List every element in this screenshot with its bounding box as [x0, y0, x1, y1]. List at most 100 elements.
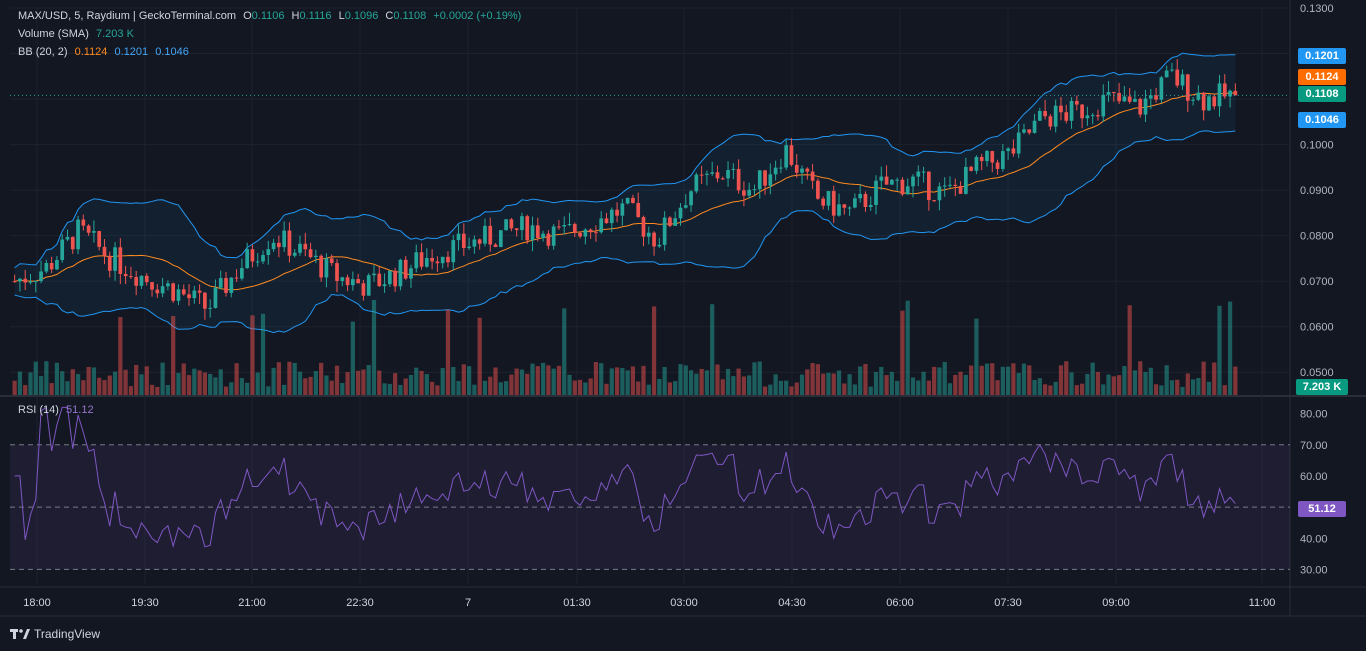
volume-bar: [213, 377, 218, 395]
candle-body: [525, 216, 530, 241]
candle-body: [181, 289, 186, 295]
candle-body: [324, 258, 329, 278]
volume-label: Volume (SMA): [18, 28, 89, 40]
candle-body: [779, 167, 783, 169]
candle-body: [398, 259, 403, 287]
rsi-axis-label: 30.00: [1300, 564, 1328, 576]
candle-body: [900, 179, 905, 195]
volume-bar: [710, 304, 715, 395]
candle-body: [155, 289, 160, 294]
candle-body: [171, 283, 176, 301]
volume-bar: [990, 363, 995, 395]
volume-bar: [979, 365, 984, 395]
candle-body: [250, 249, 255, 262]
bb-upper-line: [14, 52, 1236, 269]
volume-bar: [609, 368, 614, 395]
candle-body: [240, 268, 244, 279]
candle-body: [773, 167, 778, 175]
candle-body: [1122, 96, 1127, 102]
candle-body: [868, 204, 873, 208]
candle-body: [292, 252, 297, 256]
volume-bar: [1101, 384, 1106, 395]
ohlc-legend: MAX/USD, 5, Raydium | GeckoTerminal.com …: [18, 10, 525, 22]
candle-body: [1133, 98, 1137, 102]
rsi-line: [14, 406, 1236, 548]
candle-body: [224, 278, 228, 293]
candle-body: [969, 166, 973, 171]
candle-body: [731, 168, 736, 170]
candle-body: [1207, 96, 1211, 111]
open-value: 0.1106: [251, 10, 285, 22]
volume-bar: [430, 381, 435, 395]
volume-bar: [112, 371, 118, 395]
volume-bar: [482, 380, 488, 395]
candle-body: [710, 172, 715, 174]
volume-bar: [414, 367, 419, 395]
candle-body: [1022, 129, 1026, 133]
candle-body: [446, 256, 450, 263]
volume-bar: [667, 382, 673, 395]
candle-body: [736, 168, 741, 191]
candle-body: [456, 233, 461, 241]
candle-body: [763, 170, 767, 186]
volume-bar: [942, 361, 947, 395]
candle-body: [419, 252, 424, 267]
high-value: 0.1116: [299, 10, 332, 22]
candle-body: [990, 151, 995, 163]
candle-body: [1143, 98, 1148, 115]
candle-body: [60, 239, 65, 261]
volume-bar: [176, 372, 181, 395]
candle-body: [266, 249, 271, 255]
volume-bar: [102, 380, 107, 395]
open-label: O: [243, 10, 252, 22]
candle-body: [715, 172, 720, 179]
candle-body: [504, 219, 508, 231]
candle-body: [335, 263, 339, 281]
volume-bar: [1206, 381, 1212, 395]
volume-bar: [493, 367, 498, 395]
volume-bar: [657, 378, 662, 395]
volume-bar: [324, 375, 329, 395]
candle-body: [963, 166, 968, 194]
candle-body: [1117, 93, 1121, 102]
candle-body: [12, 281, 17, 283]
volume-bar: [260, 313, 266, 395]
candle-body: [1059, 105, 1063, 113]
tradingview-branding[interactable]: TradingView: [10, 626, 100, 642]
volume-bar: [556, 365, 562, 395]
volume-bar: [319, 362, 324, 395]
volume-bar: [762, 386, 768, 395]
rsi-axis-label: 40.00: [1300, 533, 1328, 545]
candle-body: [705, 173, 709, 175]
candle-body: [1069, 100, 1074, 121]
candle-body: [1127, 96, 1132, 102]
volume-bar: [134, 364, 139, 395]
last-price-tag: 0.1108: [1298, 86, 1346, 102]
volume-bar: [118, 317, 123, 395]
candle-body: [1233, 90, 1238, 96]
candle-body: [1011, 148, 1016, 154]
volume-bar: [572, 380, 577, 395]
candle-body: [144, 275, 149, 283]
candle-body: [821, 198, 826, 206]
volume-bar: [688, 370, 694, 395]
candle-body: [113, 247, 117, 271]
volume-bar: [329, 380, 334, 395]
volume-bar: [593, 362, 599, 395]
volume-bar: [535, 366, 540, 395]
candle-body: [895, 179, 900, 181]
volume-bar: [805, 369, 810, 395]
candle-body: [81, 219, 86, 226]
high-label: H: [291, 10, 300, 22]
volume-bar: [583, 382, 588, 395]
volume-bar: [1090, 362, 1095, 395]
volume-bar: [271, 367, 276, 395]
volume-bar: [334, 365, 340, 395]
candle-body: [1090, 115, 1095, 117]
candle-body: [1111, 92, 1116, 94]
volume-legend: Volume (SMA) 7.203 K: [18, 28, 138, 40]
candle-body: [858, 193, 863, 199]
candle-body: [23, 278, 28, 283]
